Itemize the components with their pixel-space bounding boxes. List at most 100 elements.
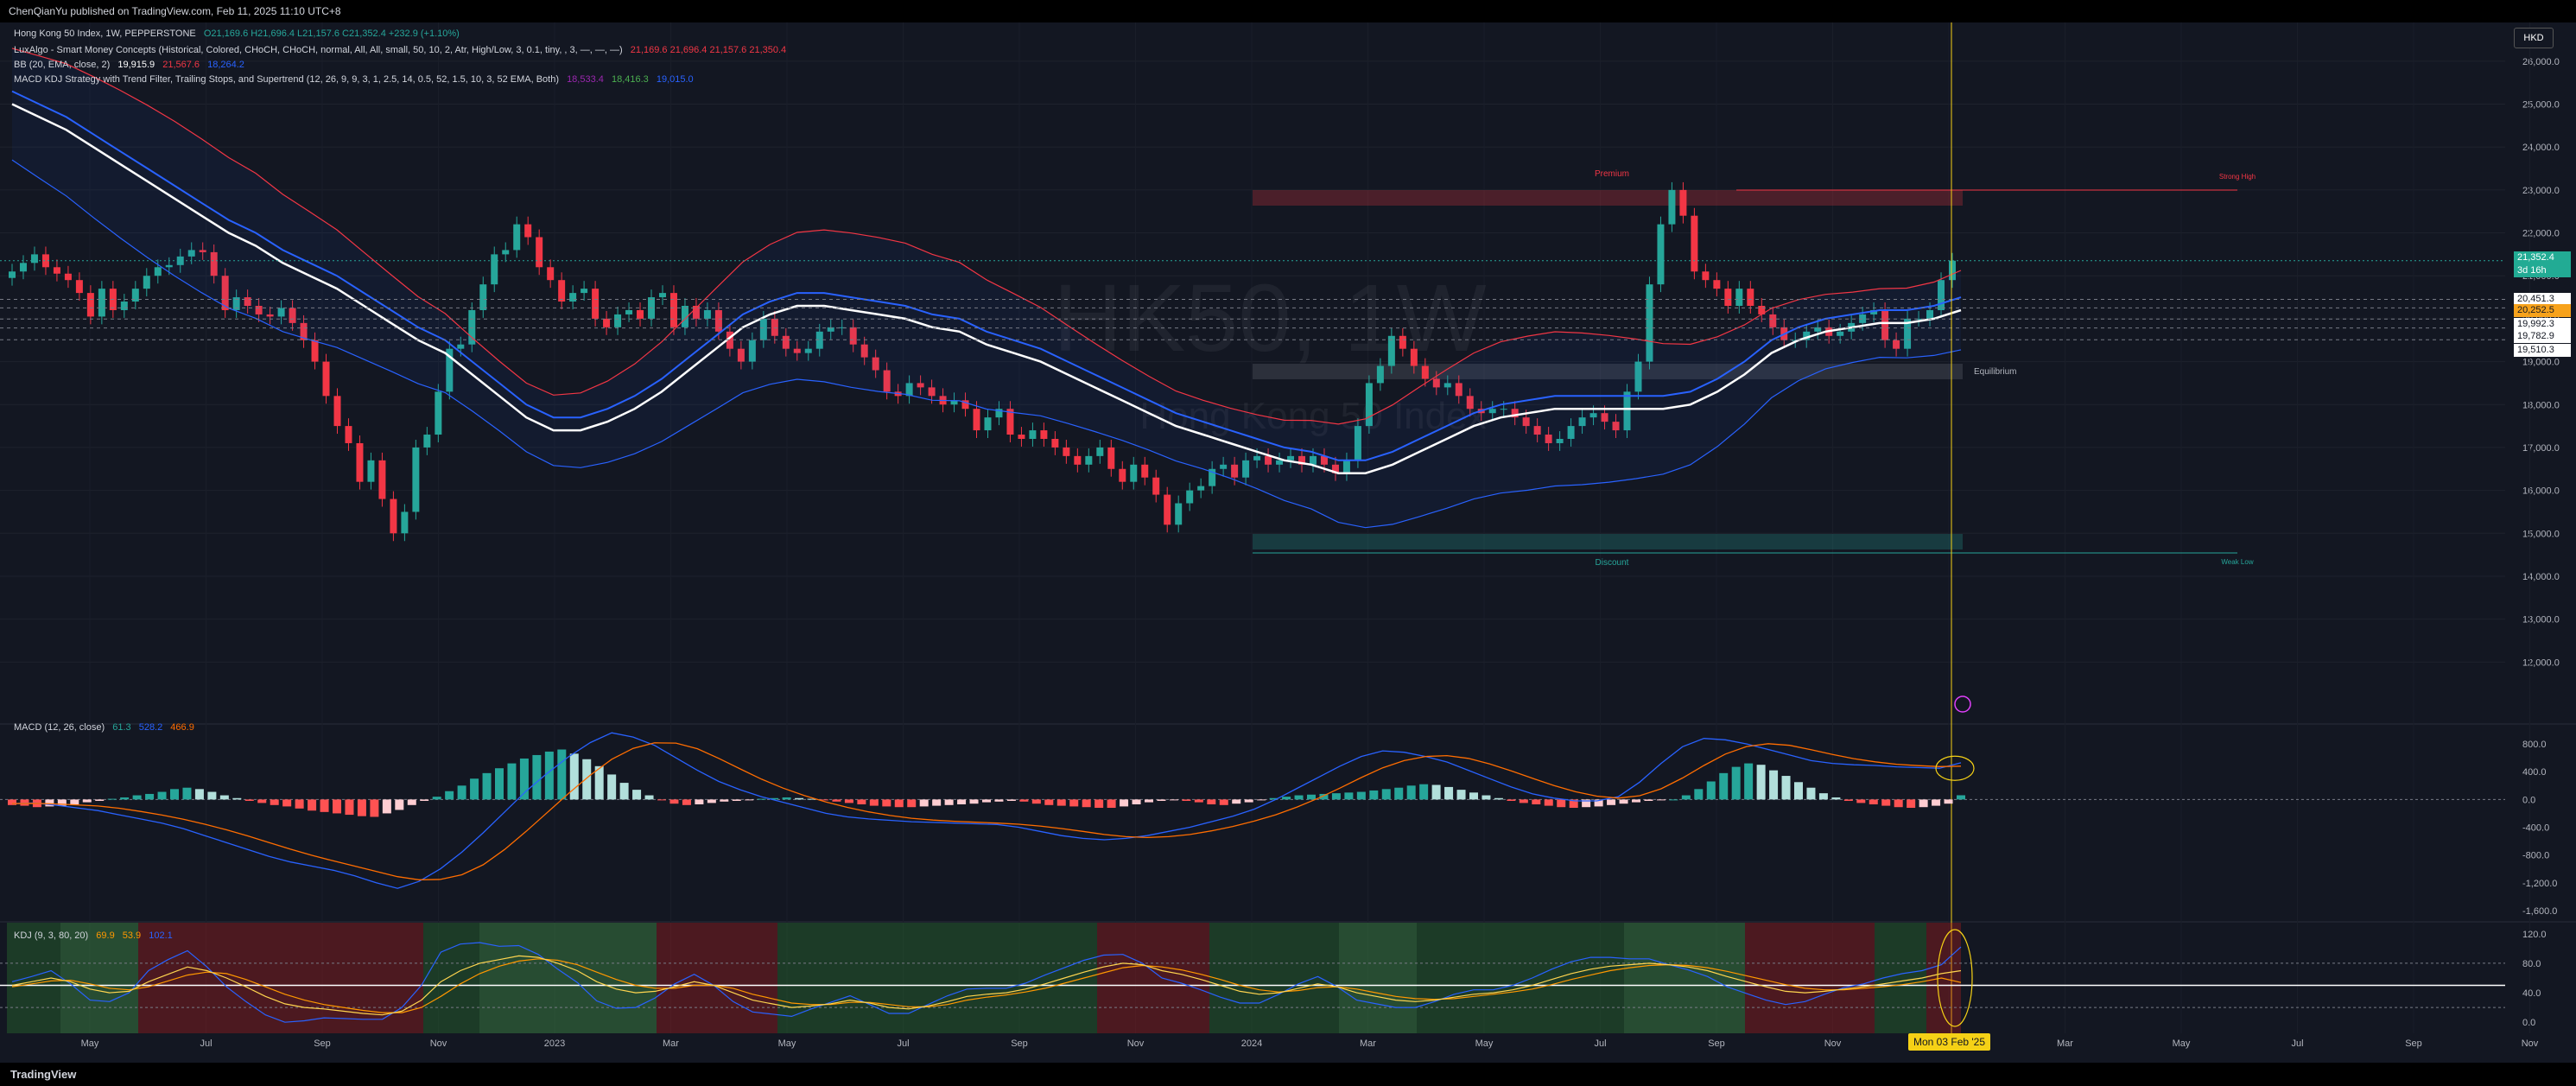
macd-bar bbox=[107, 798, 117, 800]
macd-bar bbox=[519, 758, 529, 800]
bb-upper-line bbox=[11, 48, 1962, 425]
macd-bar bbox=[1307, 794, 1316, 800]
candle-body bbox=[1074, 455, 1082, 465]
macd-bar bbox=[1794, 782, 1803, 800]
macd-bar bbox=[707, 799, 716, 803]
candle-body bbox=[1298, 455, 1306, 465]
legend-kdj-v3: 102.1 bbox=[149, 930, 173, 941]
kdj-y-tick-label: 40.0 bbox=[2522, 988, 2541, 999]
candle-body bbox=[30, 254, 38, 264]
legend-bb-v2: 21,567.6 bbox=[162, 60, 200, 70]
macd-bar bbox=[1669, 799, 1678, 801]
kdj-regime-band bbox=[657, 923, 777, 1033]
candle-body bbox=[98, 289, 105, 317]
legend-macd-v1: 61.3 bbox=[112, 722, 131, 733]
macd-bar bbox=[632, 790, 642, 800]
alert-icon bbox=[1954, 695, 1971, 713]
kdj-y-tick-label: 0.0 bbox=[2522, 1018, 2535, 1028]
macd-bar bbox=[20, 799, 29, 806]
candle-body bbox=[1432, 378, 1440, 388]
macd-bar bbox=[1056, 799, 1066, 806]
x-tick-label: 2023 bbox=[544, 1038, 565, 1049]
candle-body bbox=[973, 409, 980, 431]
candle-body bbox=[1342, 460, 1350, 473]
price-tag: 20,451.3 bbox=[2514, 293, 2571, 307]
candle-body bbox=[1276, 460, 1284, 465]
candle-body bbox=[1175, 503, 1183, 525]
macd-bar bbox=[219, 795, 229, 800]
candle-body bbox=[1713, 280, 1721, 289]
macd-bar bbox=[57, 799, 67, 806]
macd-bar bbox=[1182, 799, 1191, 801]
legend-macd-kdj-v2: 18,416.3 bbox=[611, 74, 649, 85]
candle-body bbox=[1545, 435, 1552, 443]
legend-luxalgo-label: LuxAlgo - Smart Money Concepts (Historic… bbox=[14, 45, 623, 55]
bb-lower-line bbox=[11, 159, 1962, 529]
candle-body bbox=[1926, 309, 1934, 319]
candle-body bbox=[53, 267, 60, 274]
kdj-regime-band bbox=[1209, 923, 1339, 1033]
candle-body bbox=[748, 340, 756, 362]
weak-low-label: Weak Low bbox=[2221, 558, 2253, 566]
macd-bar bbox=[1444, 786, 1454, 800]
macd-bar bbox=[357, 799, 366, 816]
candle-body bbox=[726, 331, 733, 349]
y-tick-label: 15,000.0 bbox=[2522, 529, 2560, 539]
candle-body bbox=[860, 344, 868, 358]
publisher-text: ChenQianYu published on TradingView.com,… bbox=[9, 5, 341, 17]
macd-bar bbox=[932, 799, 942, 806]
candle-body bbox=[187, 250, 195, 257]
candle-body bbox=[120, 302, 128, 310]
candle-body bbox=[1220, 464, 1228, 469]
kdj-regime-band bbox=[212, 923, 423, 1033]
legend-symbol: Hong Kong 50 Index, 1W, PEPPERSTONE bbox=[14, 29, 196, 39]
candle-body bbox=[1623, 391, 1631, 431]
candle-body bbox=[1601, 413, 1608, 422]
candle-body bbox=[435, 391, 442, 435]
macd-bar bbox=[770, 797, 779, 800]
macd-bar bbox=[644, 795, 654, 800]
candle-body bbox=[1443, 383, 1451, 388]
candle-body bbox=[1466, 396, 1474, 410]
strong-high-label: Strong High bbox=[2219, 173, 2256, 181]
candle-body bbox=[1747, 289, 1754, 306]
candle-body bbox=[491, 254, 498, 285]
macd-bar bbox=[1781, 776, 1791, 800]
candle-body bbox=[356, 442, 364, 482]
candle-body bbox=[378, 460, 386, 499]
y-tick-label: 12,000.0 bbox=[2522, 657, 2560, 668]
tradingview-logo[interactable]: TradingView bbox=[10, 1068, 77, 1081]
candle-body bbox=[603, 318, 611, 327]
macd-bar bbox=[1756, 765, 1766, 800]
x-tick-label: Nov bbox=[1824, 1038, 1842, 1049]
candle-body bbox=[1691, 215, 1698, 272]
x-tick-label: May bbox=[2173, 1038, 2191, 1049]
candle-body bbox=[1949, 260, 1956, 281]
candle-body bbox=[1141, 464, 1149, 478]
macd-bar bbox=[1369, 790, 1379, 800]
candle-body bbox=[1735, 289, 1743, 306]
candle-body bbox=[1365, 383, 1373, 427]
macd-bar bbox=[657, 799, 666, 801]
x-tick-label: Sep bbox=[2405, 1038, 2422, 1049]
candle-body bbox=[367, 460, 375, 482]
candle-body bbox=[669, 293, 677, 327]
macd-y-tick-label: 800.0 bbox=[2522, 740, 2547, 750]
candle-body bbox=[255, 306, 263, 314]
macd-bar bbox=[857, 799, 866, 804]
macd-bar bbox=[495, 768, 504, 800]
candle-body bbox=[569, 293, 577, 302]
macd-bar bbox=[1431, 784, 1441, 800]
macd-bar bbox=[308, 799, 317, 811]
candle-body bbox=[1376, 365, 1384, 384]
candle-body bbox=[1803, 331, 1811, 340]
watermark-symbol: HK50, 1W bbox=[1053, 265, 1486, 372]
macd-bar bbox=[1157, 799, 1166, 801]
macd-bar bbox=[1132, 799, 1141, 804]
legend-bb-v1: 19,915.9 bbox=[117, 60, 155, 70]
currency-button[interactable]: HKD bbox=[2514, 28, 2554, 48]
macd-bar bbox=[507, 763, 517, 800]
chart-svg[interactable]: 26,000.0 25,000.0 24,000.0 23,000.0 22,000.0… bbox=[0, 22, 2576, 1063]
macd-bar bbox=[1719, 772, 1729, 800]
candle-body bbox=[1331, 464, 1339, 473]
